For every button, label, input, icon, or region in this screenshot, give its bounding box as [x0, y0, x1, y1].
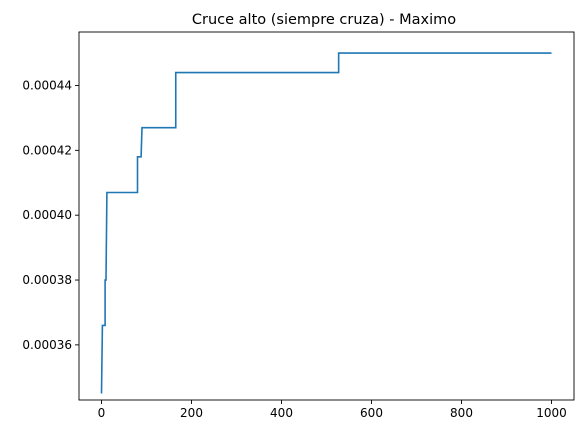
y-tick-label: 0.00040 — [22, 208, 72, 222]
x-tick-label: 0 — [98, 406, 106, 420]
x-tick-label: 400 — [270, 406, 293, 420]
x-tick-label: 1000 — [536, 406, 567, 420]
x-tick-label: 800 — [450, 406, 473, 420]
axes: 0 200 400 600 800 1000 0.00036 0.00038 0.00040 0.… — [22, 31, 575, 420]
y-tick-label: 0.00038 — [22, 273, 72, 287]
chart-title: Cruce alto (siempre cruza) - Maximo — [192, 12, 456, 28]
plot-frame — [78, 31, 575, 401]
series-line-0 — [100, 52, 552, 394]
y-tick-label: 0.00044 — [22, 78, 72, 92]
y-tick-label: 0.00042 — [22, 143, 72, 157]
plot-area — [100, 52, 552, 394]
x-tick-label: 200 — [180, 406, 203, 420]
y-tick-label: 0.00036 — [22, 338, 72, 352]
x-tick-label: 600 — [360, 406, 383, 420]
